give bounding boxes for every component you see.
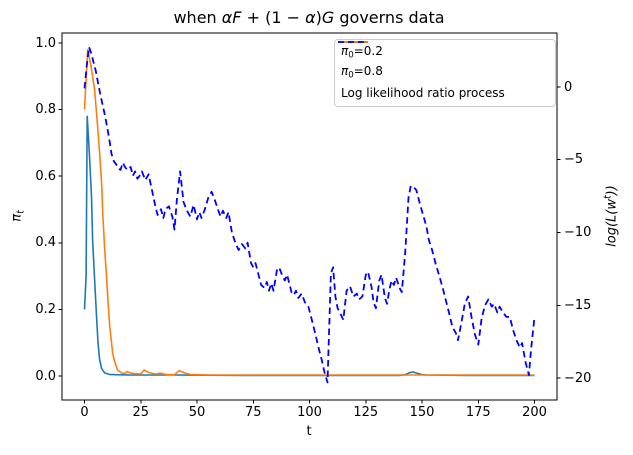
x-tick-label: 100 [297, 405, 322, 420]
x-tick-label: 175 [465, 405, 491, 420]
legend-item-label: π0=0.2 [341, 44, 383, 62]
x-tick-label: 150 [409, 405, 435, 420]
right-y-tick-label: −15 [564, 297, 592, 313]
x-axis-label: t [306, 424, 311, 439]
label-fragment: 0 [348, 70, 354, 81]
legend-item-label: Log likelihood ratio process [341, 86, 505, 100]
x-tick-label: 50 [188, 405, 206, 420]
x-tick-label: 200 [522, 405, 547, 420]
label-fragment: log(L(w [604, 198, 620, 247]
label-fragment: t [602, 195, 614, 199]
legend-item: π0=0.8 [338, 41, 549, 83]
right-y-axis-label: log(L(wt)) [603, 185, 620, 247]
series-line-pi0-0-2 [83, 115, 535, 377]
left-y-tick-label: 1.0 [35, 35, 56, 51]
right-y-tick-label: −10 [564, 225, 592, 240]
left-y-tick-label: 0.8 [35, 102, 56, 118]
label-fragment: π [341, 63, 349, 78]
left-y-tick-label: 0.4 [35, 235, 56, 251]
label-fragment: when [173, 8, 222, 27]
right-y-tick-label: 0 [564, 79, 573, 95]
label-fragment: =0.8 [353, 63, 383, 78]
chart-title: when αF + (1 − α)G governs data [173, 8, 444, 27]
label-fragment: π [9, 213, 25, 222]
label-fragment: )) [604, 185, 620, 196]
label-fragment: t [306, 424, 312, 439]
label-fragment: t [15, 210, 27, 214]
left-y-axis-label: πt [10, 210, 27, 222]
right-y-tick-label: −5 [564, 152, 584, 168]
x-tick-label: 0 [80, 405, 89, 420]
label-fragment: α [305, 8, 316, 27]
legend-sample-line [338, 41, 368, 43]
legend-item: Log likelihood ratio process [338, 41, 549, 103]
label-fragment: αF [221, 8, 242, 27]
left-y-tick-label: 0.2 [35, 301, 56, 317]
x-tick-label: 125 [353, 405, 379, 420]
series-line-log-likelihood-ratio-process [83, 46, 536, 384]
series-line-pi0-0-8 [83, 48, 535, 376]
legend: π0=0.2 π0=0.8 Log likelihood ratio process [334, 39, 556, 107]
label-fragment: + (1 − [241, 8, 306, 27]
label-fragment: G [321, 8, 335, 27]
label-fragment: 0 [348, 50, 354, 61]
x-tick-label: 25 [132, 405, 150, 420]
label-fragment: ) [315, 8, 322, 27]
legend-item-label: π0=0.8 [341, 64, 383, 82]
right-y-tick-label: −20 [564, 370, 592, 386]
legend-item: π0=0.2 [338, 41, 549, 63]
label-fragment: governs data [334, 8, 445, 27]
label-fragment: π [341, 43, 349, 58]
left-y-tick-label: 0.6 [35, 168, 56, 184]
label-fragment: Log likelihood ratio process [341, 86, 505, 100]
label-fragment: =0.2 [353, 43, 383, 58]
x-tick-label: 75 [245, 405, 262, 420]
left-y-tick-label: 0.0 [35, 368, 56, 384]
